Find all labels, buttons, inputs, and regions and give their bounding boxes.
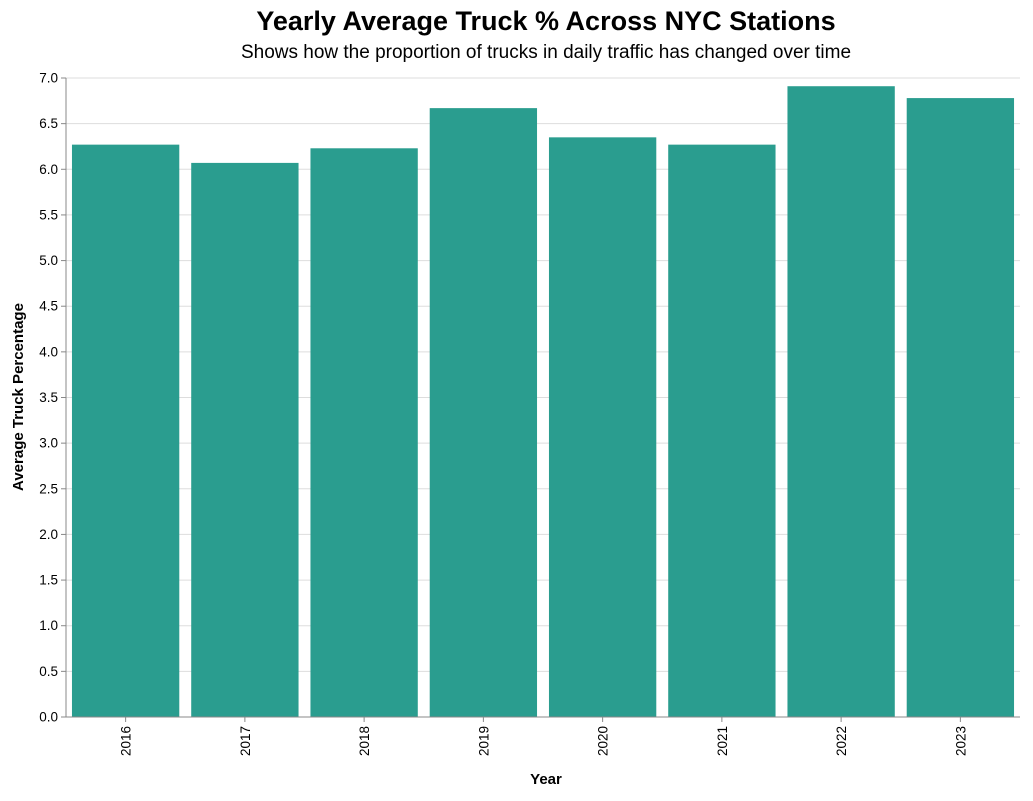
bar-2016 xyxy=(71,144,180,718)
chart-title: Yearly Average Truck % Across NYC Statio… xyxy=(256,6,835,36)
y-axis-title: Average Truck Percentage xyxy=(10,303,27,491)
bar-2017 xyxy=(191,162,299,717)
y-tick-label: 6.5 xyxy=(39,116,58,131)
y-tick-label: 7.0 xyxy=(39,71,58,86)
y-tick-label: 5.5 xyxy=(39,207,58,222)
y-tick-label: 6.0 xyxy=(39,162,58,177)
bar-2018 xyxy=(310,148,418,718)
bars xyxy=(71,86,1015,718)
bar-2021 xyxy=(668,144,776,718)
bar-2020 xyxy=(548,137,657,718)
y-tick-label: 0.5 xyxy=(39,664,58,679)
x-tick-label: 2020 xyxy=(596,726,611,756)
x-tick-label: 2016 xyxy=(119,726,134,756)
y-tick-label: 1.5 xyxy=(39,573,58,588)
axes: 0.0 0.5 1.0 1.5 2.0 2.5 3.0 3.5 4.0 4.5 5.0 5.5 6.0 6… xyxy=(39,71,1020,756)
bar-2022 xyxy=(787,86,895,718)
x-tick-label: 2019 xyxy=(476,726,491,756)
x-tick-label: 2018 xyxy=(357,726,372,756)
y-tick-label: 5.0 xyxy=(39,253,58,268)
y-tick-label: 2.0 xyxy=(39,527,58,542)
y-tick-label: 3.5 xyxy=(39,390,58,405)
x-tick-label: 2017 xyxy=(238,726,253,756)
y-tick-label: 1.0 xyxy=(39,618,58,633)
bar-2023 xyxy=(906,98,1015,717)
x-tick-label: 2023 xyxy=(953,726,968,756)
y-tick-label: 3.0 xyxy=(39,436,58,451)
bar-2019 xyxy=(429,108,538,718)
y-tick-label: 4.5 xyxy=(39,299,58,314)
x-axis-title: Year xyxy=(530,771,562,788)
y-tick-label: 0.0 xyxy=(39,710,58,725)
x-tick-label: 2022 xyxy=(834,726,849,756)
y-tick-label: 4.0 xyxy=(39,344,58,359)
x-tick-label: 2021 xyxy=(715,726,730,756)
y-tick-label: 2.5 xyxy=(39,481,58,496)
chart-subtitle: Shows how the proportion of trucks in da… xyxy=(241,42,851,63)
